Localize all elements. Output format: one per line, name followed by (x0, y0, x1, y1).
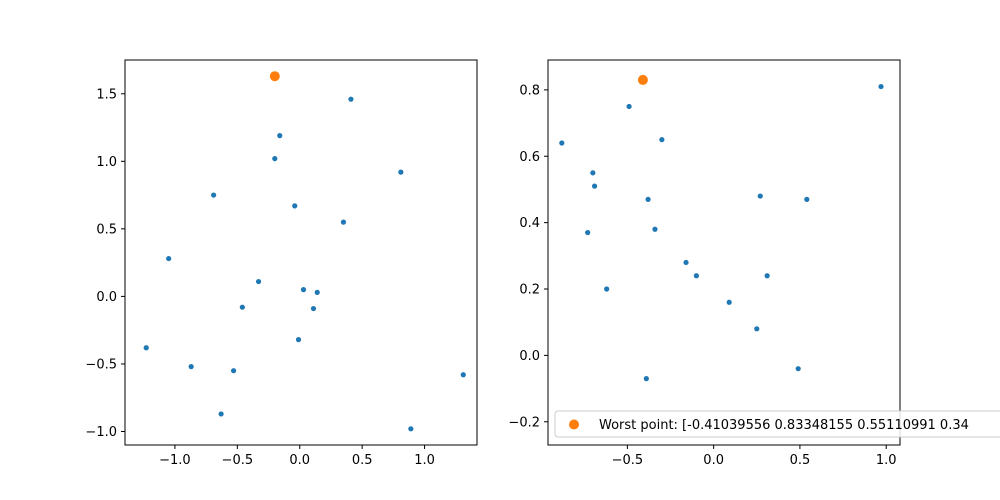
data-point (604, 286, 610, 292)
data-point (398, 169, 404, 175)
data-point (255, 278, 262, 285)
data-point (757, 193, 763, 199)
x-tick-label: 1.0 (876, 453, 897, 468)
y-tick-label: −0.2 (508, 415, 540, 430)
y-tick-label: 0.0 (519, 349, 540, 364)
data-point (652, 226, 658, 232)
data-point (166, 255, 172, 262)
data-point (314, 289, 320, 295)
data-point (300, 287, 307, 293)
data-point (143, 345, 149, 351)
axes-frame (547, 59, 901, 446)
data-point (460, 372, 466, 378)
data-point (310, 305, 317, 312)
data-point (188, 364, 194, 370)
data-point (683, 259, 689, 266)
worst-point-marker (637, 74, 648, 85)
data-point (348, 96, 354, 102)
data-point (277, 133, 283, 139)
legend-marker (569, 419, 579, 430)
data-point (659, 137, 665, 143)
y-tick-label: 0.5 (96, 222, 117, 237)
worst-point-marker (269, 71, 280, 82)
legend-box (554, 410, 1000, 438)
y-tick-label: 1.5 (96, 87, 117, 102)
data-point (643, 376, 649, 382)
data-point (726, 299, 732, 305)
y-tick-label: −0.5 (85, 357, 117, 372)
x-tick-label: 1.0 (414, 453, 435, 468)
x-tick-label: −0.5 (222, 453, 254, 468)
x-tick-label: 0.0 (703, 453, 724, 468)
legend: Worst point: [-0.41039556 0.83348155 0.5… (554, 410, 1000, 438)
right-scatter-panel: −0.5 0.0 0.5 1.0 −0.2 0.0 0.2 0.4 0.6 0.8 Worst po… (508, 59, 1000, 468)
data-point (626, 103, 632, 110)
y-tick-label: 0.4 (519, 216, 540, 231)
data-point (292, 203, 298, 209)
data-point (272, 156, 278, 162)
legend-label: Worst point: [-0.41039556 0.83348155 0.5… (599, 418, 969, 433)
data-point (591, 183, 598, 189)
x-tick-label: −0.5 (612, 453, 644, 468)
data-point (590, 170, 596, 176)
y-tick-label: 1.0 (96, 155, 117, 170)
data-point (585, 229, 591, 236)
data-point (645, 196, 651, 202)
data-point (218, 411, 224, 417)
data-point (693, 273, 699, 279)
y-tick-label: 0.8 (519, 83, 540, 98)
data-point (211, 192, 217, 198)
x-tick-label: 0.5 (352, 453, 373, 468)
y-tick-label: 0.2 (519, 283, 540, 298)
data-point (408, 426, 414, 432)
x-tick-label: 0.5 (790, 453, 811, 468)
left-scatter-panel: −1.0 −0.5 0.0 0.5 1.0 −1.0 −0.5 0.0 0.5 1.0 1.5 (85, 59, 478, 468)
axes-frame (124, 59, 478, 446)
data-point (764, 273, 770, 279)
x-tick-label: −1.0 (159, 453, 191, 468)
data-point (754, 326, 760, 332)
y-tick-label: −1.0 (85, 425, 117, 440)
y-tick-label: 0.0 (96, 290, 117, 305)
data-point (230, 368, 237, 374)
data-point (340, 219, 347, 225)
data-point (559, 140, 565, 146)
data-point (795, 366, 801, 372)
data-point (804, 196, 810, 202)
x-tick-label: 0.0 (289, 453, 310, 468)
data-point (878, 83, 884, 90)
y-tick-label: 0.6 (519, 150, 540, 165)
data-point (239, 304, 245, 310)
data-point (295, 337, 302, 343)
